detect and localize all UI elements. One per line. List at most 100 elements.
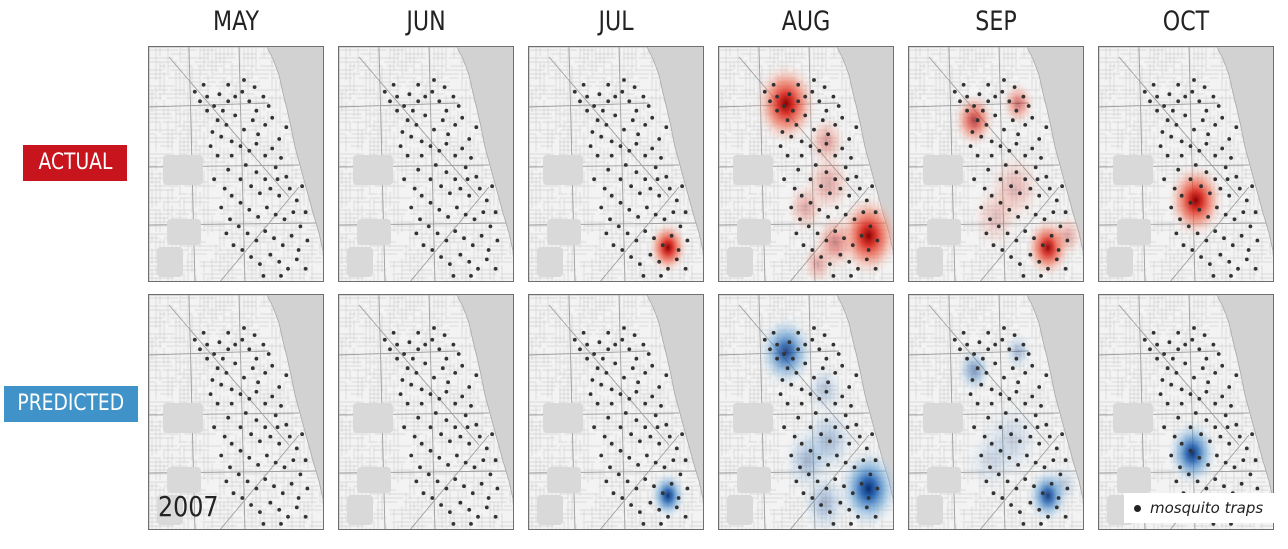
mosquito-trap xyxy=(609,153,614,158)
mosquito-trap xyxy=(613,361,618,366)
mosquito-trap xyxy=(416,347,421,352)
mosquito-trap xyxy=(1232,465,1237,470)
mosquito-trap xyxy=(819,503,823,507)
mosquito-trap xyxy=(486,496,491,500)
mosquito-trap xyxy=(205,356,209,361)
mosquito-trap xyxy=(256,132,260,137)
mosquito-trap xyxy=(778,144,783,148)
mosquito-trap xyxy=(664,174,669,179)
mosquito-trap xyxy=(808,177,813,182)
mosquito-trap xyxy=(789,134,794,139)
mosquito-trap xyxy=(789,382,794,387)
mosquito-trap xyxy=(477,434,482,439)
mosquito-trap xyxy=(1155,108,1159,113)
mosquito-trap xyxy=(1021,522,1026,526)
mosquito-trap xyxy=(653,413,658,418)
mosquito-trap xyxy=(1188,177,1193,182)
mosquito-trap xyxy=(479,481,484,486)
mosquito-trap xyxy=(620,496,625,500)
mosquito-trap xyxy=(875,238,880,243)
mosquito-trap xyxy=(1023,123,1028,127)
mosquito-trap xyxy=(219,382,224,387)
mosquito-trap xyxy=(1220,394,1225,399)
mosquito-trap xyxy=(456,104,461,108)
mosquito-trap xyxy=(1007,455,1012,460)
mosquito-trap xyxy=(599,382,604,387)
mosquito-trap xyxy=(1253,210,1258,215)
mosquito-trap xyxy=(1174,479,1179,484)
mosquito-trap xyxy=(604,231,609,236)
mosquito-trap xyxy=(1000,337,1005,342)
mosquito-trap xyxy=(240,496,245,500)
mosquito-trap xyxy=(780,130,785,134)
mosquito-trap xyxy=(646,352,651,356)
mosquito-trap xyxy=(993,342,998,347)
mosquito-trap xyxy=(873,266,878,271)
mosquito-trap xyxy=(1016,132,1020,137)
mosquito-trap xyxy=(419,193,424,198)
mosquito-trap xyxy=(826,380,830,385)
mosquito-trap xyxy=(801,491,806,496)
mosquito-trap xyxy=(405,401,410,406)
mosquito-trap xyxy=(238,392,243,396)
mosquito-trap xyxy=(472,465,477,470)
mosquito-trap xyxy=(996,472,1001,477)
mosquito-trap xyxy=(266,104,271,108)
mosquito-trap xyxy=(597,340,602,345)
month-header-aug: AUG xyxy=(781,6,831,37)
mosquito-trap xyxy=(1176,82,1181,87)
mosquito-trap xyxy=(1063,210,1068,215)
mosquito-trap xyxy=(226,167,231,172)
mosquito-trap xyxy=(604,371,609,375)
mosquito-trap xyxy=(229,401,234,406)
mosquito-trap xyxy=(762,89,767,94)
mosquito-trap xyxy=(1012,333,1017,337)
mosquito-trap xyxy=(1204,389,1209,394)
mosquito-trap xyxy=(1237,186,1242,191)
map-panel-predicted-jul xyxy=(528,294,704,530)
mosquito-trap xyxy=(1216,104,1221,108)
legend-label: mosquito traps xyxy=(1150,499,1264,517)
mosquito-trap xyxy=(405,366,410,371)
mosquito-trap xyxy=(1239,233,1244,238)
mosquito-trap xyxy=(1060,432,1064,437)
mosquito-trap xyxy=(989,153,994,158)
mosquito-trap xyxy=(645,205,649,210)
mosquito-trap xyxy=(1044,174,1049,179)
mosquito-trap xyxy=(1044,373,1049,378)
mosquito-trap xyxy=(815,231,820,236)
mosquito-trap xyxy=(1246,248,1251,252)
mosquito-trap xyxy=(958,347,962,352)
mosquito-trap xyxy=(398,144,403,148)
mosquito-trap xyxy=(1063,266,1068,271)
mosquito-trap xyxy=(585,94,589,99)
mosquito-trap xyxy=(1007,396,1012,401)
mosquito-trap xyxy=(836,104,841,108)
mosquito-trap xyxy=(648,434,653,439)
mosquito-trap xyxy=(437,99,442,104)
street-grid xyxy=(149,295,323,529)
mosquito-trap xyxy=(1206,215,1210,219)
mosquito-trap xyxy=(1065,486,1070,491)
mosquito-trap xyxy=(238,425,243,430)
mosquito-trap xyxy=(226,415,231,420)
mosquito-trap xyxy=(634,356,639,361)
mosquito-trap xyxy=(977,92,982,97)
mosquito-trap xyxy=(458,500,463,505)
mosquito-trap xyxy=(989,401,994,406)
mosquito-trap xyxy=(1151,330,1156,335)
mosquito-trap xyxy=(240,248,245,252)
mosquito-trap xyxy=(1030,394,1035,399)
mosquito-trap xyxy=(421,491,426,496)
mosquito-trap xyxy=(826,463,830,467)
mosquito-trap xyxy=(1204,141,1209,146)
mosquito-trap xyxy=(859,481,864,486)
mosquito-trap xyxy=(609,441,614,446)
mosquito-trap xyxy=(463,460,468,465)
mosquito-trap xyxy=(618,200,623,205)
mosquito-trap xyxy=(238,144,243,148)
mosquito-trap xyxy=(282,217,287,222)
mosquito-trap xyxy=(298,472,303,477)
hotspot xyxy=(754,62,817,145)
mosquito-trap xyxy=(803,361,808,366)
